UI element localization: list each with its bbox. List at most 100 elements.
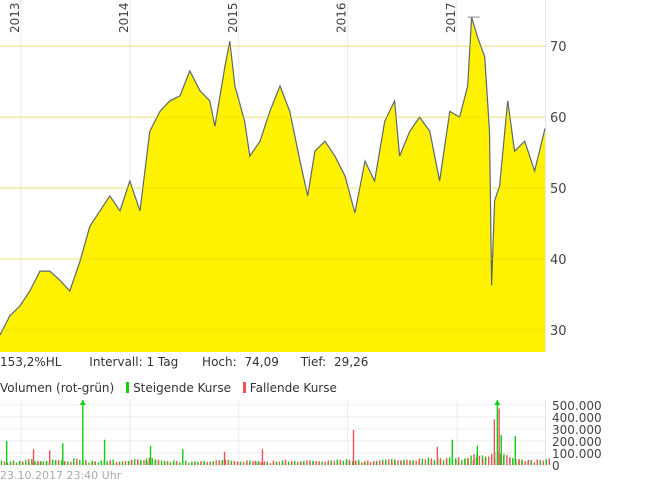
volume-bar (176, 461, 178, 465)
volume-bar (85, 461, 87, 465)
high-value: 74,09 (244, 355, 279, 369)
volume-bar (12, 462, 15, 465)
volume-spike-bar (82, 400, 84, 465)
x-tick-label: 2016 (335, 2, 349, 33)
volume-bar (293, 462, 296, 465)
legend-up-swatch (126, 382, 130, 393)
volume-bar (324, 461, 326, 465)
volume-bar (542, 460, 545, 465)
volume-bar (412, 460, 414, 465)
x-tick-label: 2015 (226, 2, 240, 33)
volume-bar (260, 462, 262, 465)
volume-bar (160, 460, 163, 465)
volume-bar (257, 461, 259, 465)
volume-spike-bar (496, 400, 499, 465)
volume-bar (339, 459, 342, 465)
volume-title: Volumen (rot-grün) (0, 381, 115, 395)
volume-spike-bar (32, 449, 35, 465)
volume-bar (200, 462, 202, 465)
volume-bar (361, 462, 363, 465)
volume-clip-arrow-icon (79, 400, 86, 405)
volume-bar (470, 455, 472, 465)
volume-bar (79, 459, 81, 465)
volume-bar (36, 462, 39, 465)
volume-bar (151, 458, 154, 465)
volume-clip-arrow-icon (494, 400, 501, 405)
volume-bar (230, 460, 233, 465)
volume-bar (300, 462, 302, 465)
volume-bar (51, 459, 54, 465)
volume-bar (318, 461, 320, 465)
volume-bar (60, 460, 63, 465)
volume-spike-bar (476, 445, 479, 465)
volume-legend: Volumen (rot-grün) Steigende Kurse Falle… (0, 381, 337, 395)
volume-bar (269, 463, 272, 465)
volume-bar (409, 460, 411, 465)
volume-bar (64, 461, 66, 465)
volume-bar (290, 462, 293, 465)
volume-bar (185, 462, 187, 465)
volume-spike-bar (500, 434, 502, 465)
volume-bar (403, 459, 405, 465)
volume-bar (481, 459, 484, 465)
low-label: Tief: (300, 355, 327, 369)
volume-bar (327, 460, 330, 465)
volume-bar (0, 460, 3, 465)
volume-bar (188, 462, 190, 465)
volume-tick-label: 400.000 (552, 411, 602, 425)
volume-bar (209, 462, 211, 465)
volume-bar (445, 458, 448, 465)
volume-bar (521, 459, 523, 465)
volume-bar (487, 456, 490, 465)
x-tick-label: 2013 (8, 2, 22, 33)
volume-tick-label: 100.000 (552, 447, 602, 461)
volume-bar (288, 461, 290, 465)
volume-bar (285, 462, 287, 465)
volume-spike-bar (149, 445, 152, 465)
volume-spike-bar (352, 430, 355, 465)
volume-bar (306, 460, 308, 465)
volume-bar (284, 459, 287, 465)
volume-bar (433, 459, 436, 465)
volume-bar (363, 461, 366, 465)
volume-bar (169, 462, 172, 465)
volume-spike-bar (451, 439, 453, 465)
volume-bar (173, 460, 175, 465)
volume-bar (484, 457, 487, 465)
volume-bar (28, 459, 30, 465)
volume-bar (394, 460, 396, 465)
volume-bar (137, 461, 139, 465)
volume-bar (115, 461, 118, 465)
volume-bar (509, 457, 511, 465)
volume-spike-bar (514, 436, 516, 465)
volume-tick-label: 300.000 (552, 423, 602, 437)
x-tick-label: 2014 (117, 2, 131, 33)
volume-spike-bar (436, 446, 439, 465)
volume-bar (366, 462, 369, 465)
x-tick-label: 2017 (444, 2, 458, 33)
volume-bar (227, 461, 230, 465)
volume-bar (34, 461, 36, 465)
volume-bar (439, 458, 442, 465)
stats-row: 153,2%HL Intervall: 1 Tag Hoch: 74,09 Ti… (0, 355, 368, 369)
y-tick-label: 30 (550, 324, 567, 339)
volume-bar (458, 461, 460, 465)
volume-bar (163, 460, 166, 465)
volume-bar (179, 462, 181, 465)
volume-bar (442, 460, 445, 465)
volume-spike-bar (103, 439, 106, 465)
volume-bar (282, 461, 284, 465)
legend-up-label: Steigende Kurse (133, 381, 231, 395)
volume-bar (100, 460, 102, 465)
volume-bar (539, 460, 542, 465)
volume-spike-bar (5, 440, 8, 465)
volume-bar (473, 454, 475, 465)
volume-bar (376, 461, 378, 465)
volume-bar (503, 454, 505, 465)
volume-bar (109, 462, 112, 465)
volume-bar (427, 457, 430, 465)
volume-bar (278, 461, 281, 465)
volume-bar (224, 459, 227, 465)
volume-bar (154, 459, 157, 465)
volume-bar (97, 462, 99, 465)
